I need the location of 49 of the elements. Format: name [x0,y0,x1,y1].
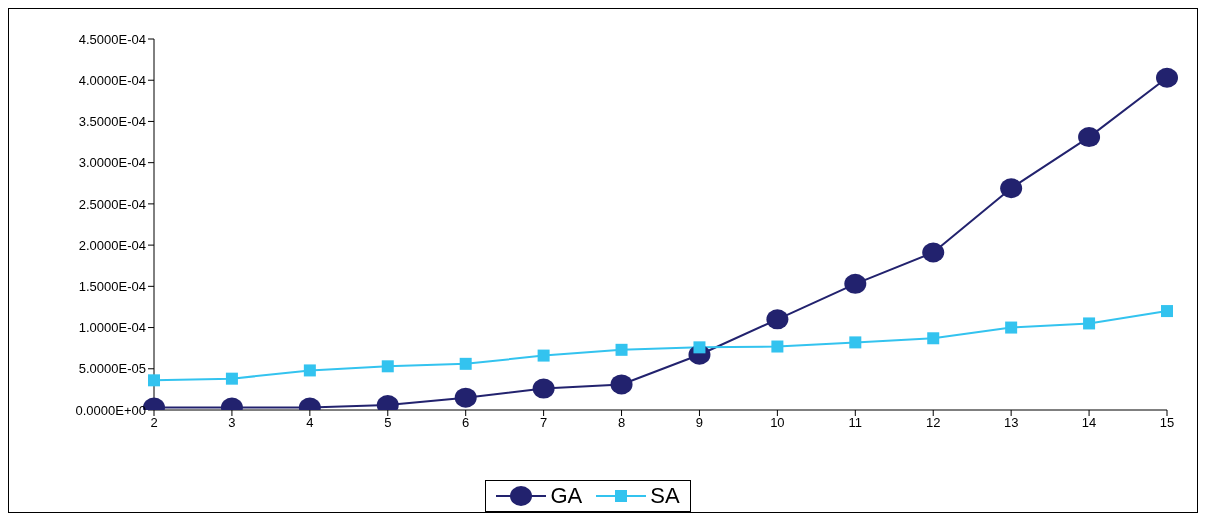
point [225,372,238,385]
point [1078,127,1101,148]
x-tick-label: 13 [1003,415,1019,431]
x-tick-label: 4 [306,415,314,431]
point [381,360,394,373]
y-tick-label: 3.5000E-04 [78,114,146,130]
y-tick-label: 1.5000E-04 [78,278,146,294]
point [922,242,945,263]
y-tick-label: 0.0000E+00 [75,402,146,418]
legend-label: SA [649,483,680,509]
point [771,340,784,353]
point [927,332,940,345]
y-tick-label: 5.0000E-05 [78,361,146,377]
x-tick-label: 12 [926,415,941,431]
x-tick-label: 8 [617,415,626,431]
y-tick-label: 3.0000E-04 [78,155,146,171]
point [1000,178,1023,199]
y-tick-label: 1.0000E-04 [78,320,146,336]
x-tick-label: 10 [770,415,785,431]
x-tick-label: 14 [1081,415,1097,431]
point [693,341,706,354]
x-tick-label: 3 [228,415,236,431]
point [849,336,862,349]
x-tick-label: 15 [1159,415,1175,431]
point [459,357,472,370]
point [1083,317,1096,330]
point [615,343,628,356]
legend-label: GA [549,483,583,509]
point [766,309,789,330]
point [1005,321,1018,334]
point [148,374,160,387]
x-tick-label: 2 [150,415,158,431]
point [454,387,477,408]
point [532,378,555,399]
point [1161,305,1173,318]
point [610,374,633,395]
x-tick-label: 9 [695,415,704,431]
x-tick-label: 7 [540,415,548,431]
point [303,364,316,377]
point [537,349,550,362]
x-tick-label: 5 [384,415,392,431]
y-tick-label: 2.0000E-04 [78,237,146,253]
y-tick-label: 2.5000E-04 [78,196,146,212]
point [844,273,867,294]
x-tick-label: 11 [848,415,863,431]
x-tick-label: 6 [462,415,470,431]
y-tick-label: 4.5000E-04 [78,31,146,47]
point [1156,67,1178,88]
y-tick-label: 4.0000E-04 [78,72,146,88]
